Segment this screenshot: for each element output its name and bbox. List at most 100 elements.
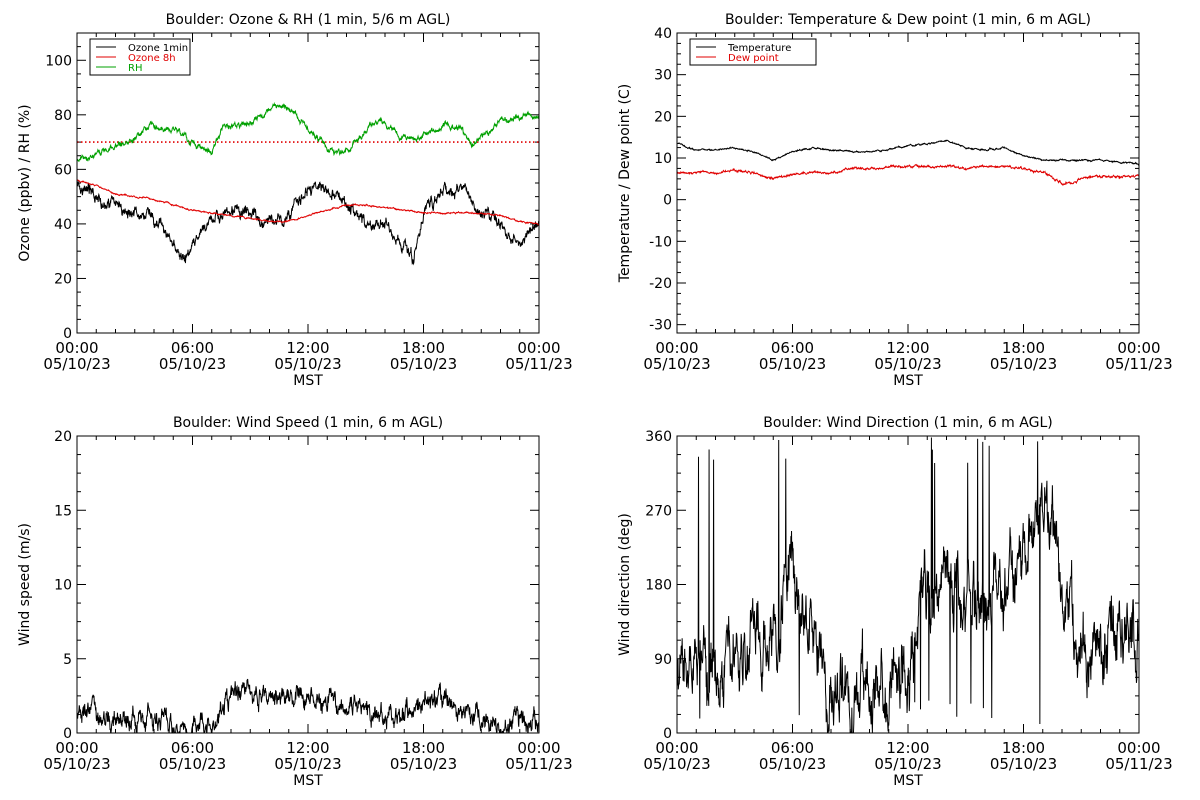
y-tick-label: -30 bbox=[649, 318, 672, 334]
x-tick-label-date: 05/10/23 bbox=[159, 355, 226, 373]
y-tick-label: 80 bbox=[54, 108, 72, 124]
x-axis-label: MST bbox=[893, 773, 923, 789]
x-tick-label-date: 05/10/23 bbox=[874, 755, 941, 773]
x-tick-label-time: 06:00 bbox=[771, 739, 814, 757]
y-tick-label: 0 bbox=[63, 326, 72, 342]
chart-title: Boulder: Temperature & Dew point (1 min,… bbox=[725, 12, 1091, 28]
chart-panel-3: Boulder: Wind Speed (1 min, 6 m AGL) 0 5 10… bbox=[17, 415, 573, 789]
y-tick-label: 90 bbox=[654, 652, 672, 668]
y-tick-label: 100 bbox=[45, 53, 72, 69]
series-line-temperature bbox=[677, 139, 1139, 167]
y-tick-label: 270 bbox=[645, 503, 672, 519]
x-tick-label-time: 12:00 bbox=[286, 739, 329, 757]
chart-title: Boulder: Ozone & RH (1 min, 5/6 m AGL) bbox=[166, 12, 451, 28]
y-tick-label: 180 bbox=[645, 578, 672, 594]
x-tick-label-time: 18:00 bbox=[1002, 339, 1045, 357]
x-tick-label-time: 06:00 bbox=[771, 339, 814, 357]
x-tick-label-time: 18:00 bbox=[1002, 739, 1045, 757]
x-tick-label-date: 05/11/23 bbox=[505, 755, 572, 773]
legend-box bbox=[689, 38, 817, 66]
series-line-ozone-8h bbox=[77, 179, 539, 226]
x-tick-label-date: 05/11/23 bbox=[505, 355, 572, 373]
x-tick-label-time: 00:00 bbox=[655, 739, 698, 757]
plot-frame bbox=[676, 32, 1140, 334]
plot-area bbox=[77, 678, 539, 733]
x-tick-label-time: 00:00 bbox=[55, 739, 98, 757]
x-tick-label-date: 05/10/23 bbox=[43, 755, 110, 773]
plot-area bbox=[677, 437, 1139, 733]
x-tick-label-date: 05/10/23 bbox=[990, 355, 1057, 373]
series-line-dew-point bbox=[677, 163, 1139, 187]
x-tick-label-date: 05/11/23 bbox=[1105, 755, 1172, 773]
plot-frame bbox=[76, 32, 540, 334]
x-tick-label-time: 00:00 bbox=[517, 339, 560, 357]
x-axis-label: MST bbox=[893, 373, 923, 389]
y-axis-label: Wind speed (m/s) bbox=[17, 523, 33, 646]
x-tick-label-date: 05/10/23 bbox=[990, 755, 1057, 773]
y-axis-label: Ozone (ppbv) / RH (%) bbox=[17, 104, 33, 261]
series-line-ozone-1min bbox=[77, 179, 539, 266]
y-axis-label: Temperature / Dew point (C) bbox=[617, 84, 633, 283]
y-tick-label: -10 bbox=[649, 234, 672, 250]
x-tick-label-time: 06:00 bbox=[171, 739, 214, 757]
y-tick-label: 15 bbox=[54, 503, 72, 519]
plot-area bbox=[677, 139, 1139, 187]
plot-frame bbox=[76, 435, 540, 734]
x-tick-label-time: 12:00 bbox=[886, 339, 929, 357]
series-line-data bbox=[677, 437, 1139, 733]
x-tick-label-date: 05/10/23 bbox=[643, 755, 710, 773]
legend-label: Dew point bbox=[728, 53, 779, 64]
x-tick-label-date: 05/10/23 bbox=[43, 355, 110, 373]
x-tick-label-date: 05/10/23 bbox=[274, 355, 341, 373]
y-axis-label: Wind direction (deg) bbox=[617, 513, 633, 656]
x-axis-label: MST bbox=[293, 773, 323, 789]
legend-label: Ozone 1min bbox=[128, 43, 188, 54]
plot-frame bbox=[676, 435, 1140, 734]
x-tick-label-date: 05/10/23 bbox=[759, 755, 826, 773]
legend-label: Temperature bbox=[727, 43, 791, 54]
series-line-data bbox=[77, 678, 539, 733]
series-line-rh bbox=[77, 101, 539, 162]
y-tick-label: 30 bbox=[654, 68, 672, 84]
legend-label: Ozone 8h bbox=[128, 53, 176, 64]
x-axis-label: MST bbox=[293, 373, 323, 389]
chart-panel-1: Boulder: Ozone & RH (1 min, 5/6 m AGL) 0 2… bbox=[17, 12, 573, 389]
x-tick-label-date: 05/10/23 bbox=[274, 755, 341, 773]
y-tick-label: 20 bbox=[654, 109, 672, 125]
chart-panel-2: Boulder: Temperature & Dew point (1 min,… bbox=[617, 12, 1173, 389]
x-tick-label-time: 00:00 bbox=[517, 739, 560, 757]
y-tick-label: 5 bbox=[63, 652, 72, 668]
x-tick-label-time: 12:00 bbox=[286, 339, 329, 357]
x-tick-label-date: 05/10/23 bbox=[874, 355, 941, 373]
x-tick-label-time: 00:00 bbox=[655, 339, 698, 357]
x-tick-label-time: 06:00 bbox=[171, 339, 214, 357]
chart-panel-4: Boulder: Wind Direction (1 min, 6 m AGL)… bbox=[617, 415, 1173, 789]
x-tick-label-time: 12:00 bbox=[886, 739, 929, 757]
x-tick-label-date: 05/10/23 bbox=[159, 755, 226, 773]
x-tick-label-time: 18:00 bbox=[402, 739, 445, 757]
y-tick-label: 20 bbox=[54, 271, 72, 287]
y-tick-label: 10 bbox=[654, 151, 672, 167]
x-tick-label-date: 05/10/23 bbox=[390, 755, 457, 773]
x-tick-label-date: 05/11/23 bbox=[1105, 355, 1172, 373]
x-tick-label-date: 05/10/23 bbox=[643, 355, 710, 373]
plot-area bbox=[77, 101, 539, 266]
y-tick-label: 40 bbox=[654, 26, 672, 42]
x-tick-label-date: 05/10/23 bbox=[759, 355, 826, 373]
y-tick-label: -20 bbox=[649, 276, 672, 292]
y-tick-label: 0 bbox=[63, 726, 72, 742]
x-tick-label-time: 00:00 bbox=[55, 339, 98, 357]
y-tick-label: 10 bbox=[54, 578, 72, 594]
x-tick-label-date: 05/10/23 bbox=[390, 355, 457, 373]
y-tick-label: 360 bbox=[645, 429, 672, 445]
chart-title: Boulder: Wind Direction (1 min, 6 m AGL) bbox=[763, 415, 1052, 431]
chart-title: Boulder: Wind Speed (1 min, 6 m AGL) bbox=[173, 415, 443, 431]
legend-label: RH bbox=[128, 63, 142, 74]
x-tick-label-time: 00:00 bbox=[1117, 339, 1160, 357]
y-tick-label: 40 bbox=[54, 217, 72, 233]
y-tick-label: 0 bbox=[663, 193, 672, 209]
x-tick-label-time: 18:00 bbox=[402, 339, 445, 357]
